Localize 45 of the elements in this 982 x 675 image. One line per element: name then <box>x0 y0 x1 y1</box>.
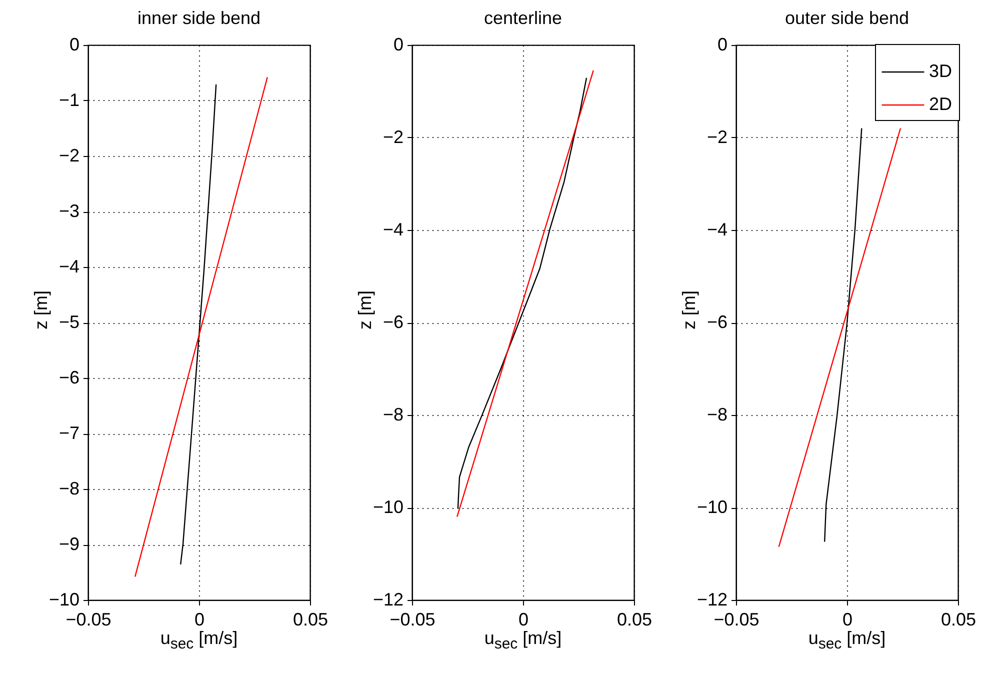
y-tick-label: 0 <box>69 34 80 54</box>
y-tick-label: −6 <box>58 368 80 388</box>
chart-title: outer side bend <box>784 8 910 28</box>
legend-label: 2D <box>929 94 952 114</box>
x-axis-title: u$_{sec}$ [m/s] <box>159 628 239 653</box>
y-tick-label: −9 <box>58 534 80 554</box>
y-tick-label: −3 <box>58 201 80 221</box>
x-tick-label: 0 <box>842 610 853 630</box>
chart-title: centerline <box>484 8 562 28</box>
x-axis-title: u$_{sec}$ [m/s] <box>807 628 887 653</box>
y-tick-label: −4 <box>382 220 404 240</box>
y-tick-label: −1 <box>58 90 80 110</box>
y-axis-title: z [m] <box>355 290 376 330</box>
x-tick-label: −0.05 <box>390 610 436 630</box>
chart-title: inner side bend <box>137 8 261 28</box>
x-tick-label: 0.05 <box>940 610 976 630</box>
y-tick-label: 0 <box>393 34 404 54</box>
y-tick-label: −8 <box>706 404 728 424</box>
y-tick-label: −5 <box>58 312 80 332</box>
y-tick-label: −4 <box>58 256 80 276</box>
x-axis-title: u$_{sec}$ [m/s] <box>483 628 563 653</box>
y-tick-label: −7 <box>58 423 80 443</box>
legend-label: 3D <box>929 61 952 81</box>
x-tick-label: 0.05 <box>292 610 328 630</box>
y-tick-label: −2 <box>382 127 404 147</box>
x-tick-label: −0.05 <box>714 610 760 630</box>
y-tick-label: −10 <box>372 497 404 517</box>
y-tick-label: −8 <box>382 404 404 424</box>
y-tick-label: −2 <box>58 146 80 166</box>
x-tick-label: 0.05 <box>616 610 652 630</box>
y-axis-title: z [m] <box>31 290 52 330</box>
y-axis-title: z [m] <box>679 290 700 330</box>
y-tick-label: −6 <box>706 312 728 332</box>
y-tick-label: −4 <box>706 220 728 240</box>
y-tick-label: −12 <box>696 590 728 610</box>
y-tick-label: −2 <box>706 127 728 147</box>
x-tick-label: 0 <box>194 610 205 630</box>
y-tick-label: −10 <box>48 590 80 610</box>
y-tick-label: −10 <box>696 497 728 517</box>
x-tick-label: 0 <box>518 610 529 630</box>
y-tick-label: −12 <box>372 590 404 610</box>
y-tick-label: 0 <box>717 34 728 54</box>
x-tick-label: −0.05 <box>66 610 112 630</box>
y-tick-label: −8 <box>58 478 80 498</box>
y-tick-label: −6 <box>382 312 404 332</box>
